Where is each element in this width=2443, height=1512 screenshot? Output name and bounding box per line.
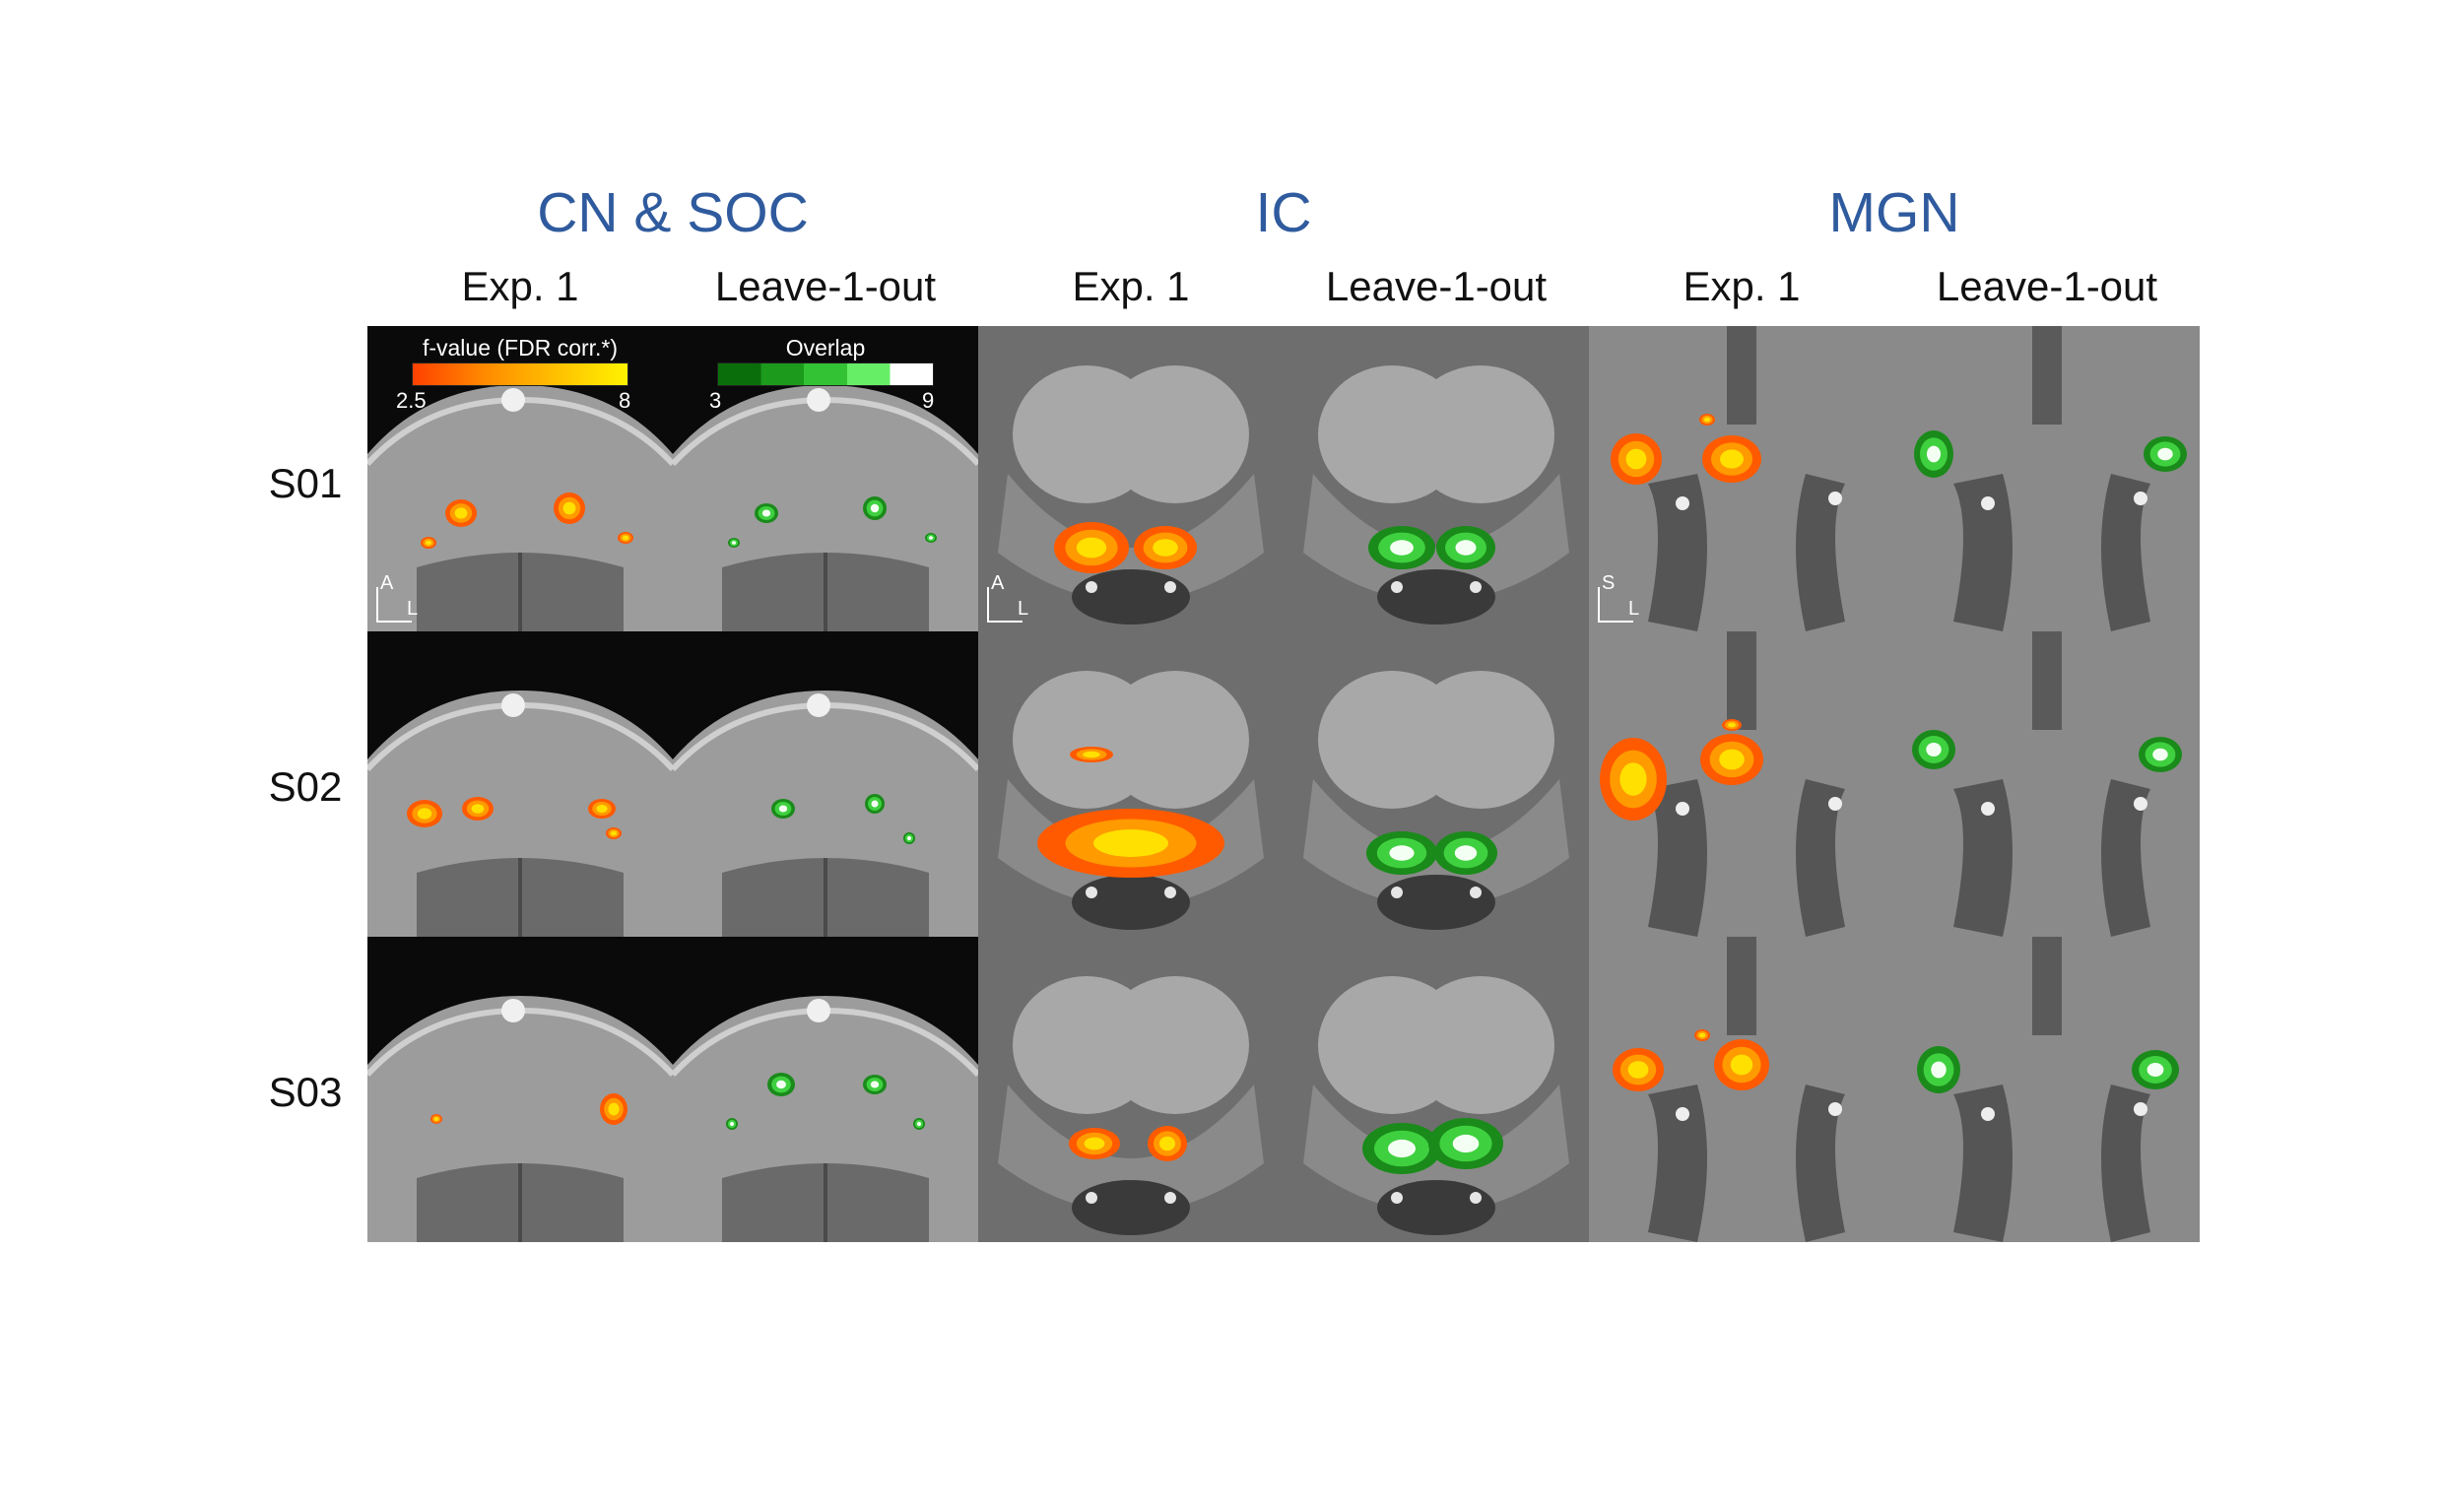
fvalue-legend-min: 2.5 xyxy=(396,388,427,413)
brain-panel-ic-leave1out-s02 xyxy=(1284,631,1589,937)
fvalue-colorbar xyxy=(412,362,628,386)
brain-panel-ic-exp1-s01 xyxy=(978,326,1284,631)
orientation-mgn-up: S xyxy=(1602,572,1616,594)
overlap-colorbar xyxy=(717,362,934,386)
brain-panel-mgn-leave1out-s01 xyxy=(1894,326,2200,631)
group-title-ic: IC xyxy=(1255,181,1312,244)
brain-panel-ic-exp1-s02 xyxy=(978,631,1284,937)
orientation-cn-right: L xyxy=(407,598,419,620)
brain-panel-cn-leave1out-s03 xyxy=(673,937,978,1242)
orientation-mgn-right: L xyxy=(1628,598,1640,620)
brain-panel-ic-leave1out-s01 xyxy=(1284,326,1589,631)
orientation-ic-right: L xyxy=(1018,598,1029,620)
overlap-legend-max: 9 xyxy=(922,388,935,413)
brain-panel-mgn-leave1out-s03 xyxy=(1894,937,2200,1242)
brain-panel-cn-leave1out-s02 xyxy=(673,631,978,937)
orientation-cn-up: A xyxy=(380,572,394,594)
row-label-s02: S02 xyxy=(268,763,343,810)
column-label-ic-leave1out: Leave-1-out xyxy=(1325,263,1548,309)
brain-panel-cn-exp1-s02 xyxy=(367,631,673,937)
brain-panel-mgn-exp1-s01 xyxy=(1589,326,1894,631)
brain-panel-ic-leave1out-s03 xyxy=(1284,937,1589,1242)
brain-panel-mgn-leave1out-s02 xyxy=(1894,631,2200,937)
orientation-axes-icon xyxy=(1598,587,1633,623)
row-label-s01: S01 xyxy=(268,460,343,506)
fvalue-legend-title: f-value (FDR corr.*) xyxy=(422,335,619,361)
column-label-ic-exp1: Exp. 1 xyxy=(1072,263,1190,309)
group-title-mgn: MGN xyxy=(1828,181,1960,244)
column-label-cn-exp1: Exp. 1 xyxy=(461,263,579,309)
orientation-axes-icon xyxy=(376,587,412,623)
column-label-mgn-leave1out: Leave-1-out xyxy=(1936,263,2158,309)
brain-panel-mgn-exp1-s02 xyxy=(1589,631,1894,937)
orientation-ic-up: A xyxy=(991,572,1005,594)
fvalue-legend-max: 8 xyxy=(619,388,631,413)
column-label-cn-leave1out: Leave-1-out xyxy=(714,263,937,309)
orientation-axes-icon xyxy=(987,587,1023,623)
overlap-legend-min: 3 xyxy=(709,388,722,413)
row-label-s03: S03 xyxy=(268,1069,343,1115)
column-label-mgn-exp1: Exp. 1 xyxy=(1683,263,1801,309)
brain-panel-cn-exp1-s03 xyxy=(367,937,673,1242)
brain-panel-ic-exp1-s03 xyxy=(978,937,1284,1242)
brain-panel-mgn-exp1-s03 xyxy=(1589,937,1894,1242)
group-title-cn-soc: CN & SOC xyxy=(537,181,809,244)
overlap-legend-title: Overlap xyxy=(785,335,866,361)
